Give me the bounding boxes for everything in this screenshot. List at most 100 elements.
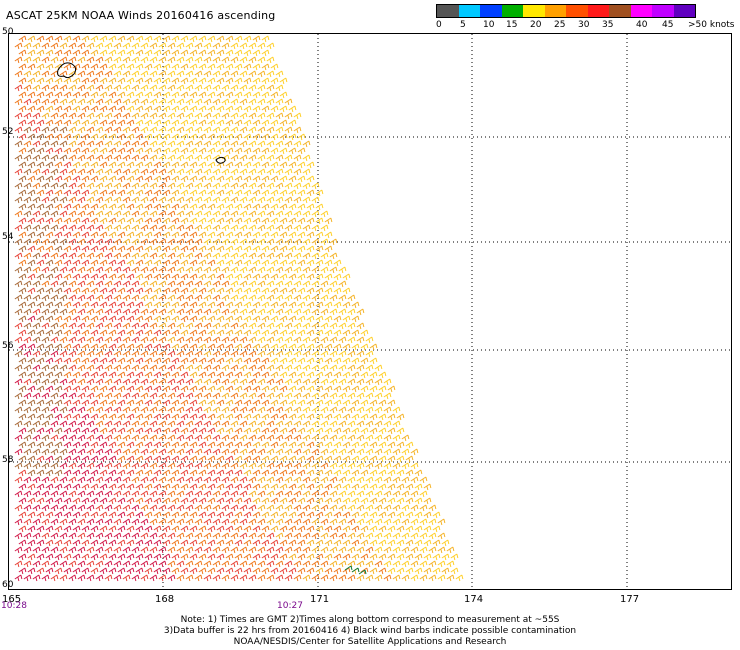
wind-barb <box>180 287 189 295</box>
wind-barb <box>351 441 360 449</box>
wind-barb <box>144 399 153 407</box>
wind-barb <box>32 448 41 456</box>
wind-barb <box>396 441 405 449</box>
wind-barb <box>81 189 90 197</box>
wind-barb <box>68 308 77 316</box>
wind-barb <box>320 560 329 568</box>
wind-barb <box>369 371 378 379</box>
wind-barb <box>59 448 68 456</box>
wind-barb <box>365 392 374 400</box>
wind-barb <box>54 399 63 407</box>
wind-barb <box>153 287 162 295</box>
wind-barb <box>333 567 342 575</box>
wind-barb <box>324 567 333 575</box>
wind-barb <box>140 238 149 246</box>
wind-barb <box>95 350 104 358</box>
wind-barb <box>176 532 185 540</box>
wind-barb <box>311 266 320 274</box>
wind-barb <box>86 392 95 400</box>
wind-barb <box>248 168 257 176</box>
wind-barb <box>275 294 284 302</box>
wind-barb <box>333 553 342 561</box>
wind-barb <box>86 56 95 64</box>
wind-barb <box>306 161 315 169</box>
wind-barb <box>270 231 279 239</box>
wind-barb <box>14 336 23 344</box>
wind-barb <box>221 406 230 414</box>
wind-barb <box>329 518 338 526</box>
wind-barb <box>167 308 176 316</box>
wind-barb <box>252 91 261 99</box>
wind-barb <box>68 322 77 330</box>
wind-barb <box>252 119 261 127</box>
wind-barb <box>126 413 135 421</box>
wind-barb <box>207 49 216 57</box>
wind-barb <box>198 63 207 71</box>
wind-barb <box>315 567 324 575</box>
wind-barb <box>333 385 342 393</box>
colorbar-label: 45 <box>662 20 674 30</box>
wind-barb <box>288 483 297 491</box>
wind-barb <box>113 560 122 568</box>
wind-barb <box>212 224 221 232</box>
wind-barb <box>99 119 108 127</box>
wind-barb <box>275 532 284 540</box>
wind-barb <box>275 98 284 106</box>
wind-barb <box>180 175 189 183</box>
wind-barb <box>216 553 225 561</box>
wind-barb <box>365 504 374 512</box>
wind-barb <box>225 497 234 505</box>
wind-barb <box>117 287 126 295</box>
wind-barb <box>387 399 396 407</box>
wind-barb <box>293 490 302 498</box>
wind-barb <box>126 539 135 547</box>
wind-barb <box>45 567 54 575</box>
wind-barb <box>18 315 27 323</box>
wind-barb <box>45 203 54 211</box>
wind-barb <box>194 154 203 162</box>
wind-barb <box>54 105 63 113</box>
wind-barb <box>410 448 419 456</box>
wind-barb <box>266 252 275 260</box>
wind-barb <box>180 49 189 57</box>
wind-barb <box>234 399 243 407</box>
wind-barb <box>347 490 356 498</box>
wind-barb <box>239 336 248 344</box>
wind-barb <box>63 483 72 491</box>
wind-barb <box>275 518 284 526</box>
wind-barb <box>117 259 126 267</box>
wind-barb <box>117 497 126 505</box>
wind-barb <box>360 539 369 547</box>
wind-barb <box>279 371 288 379</box>
wind-barb <box>356 448 365 456</box>
wind-barb <box>293 448 302 456</box>
wind-barb <box>63 315 72 323</box>
island-outline <box>215 156 226 164</box>
wind-barb <box>95 210 104 218</box>
wind-barb <box>104 490 113 498</box>
wind-barb <box>419 532 428 540</box>
wind-barb <box>405 497 414 505</box>
wind-barb <box>396 525 405 533</box>
wind-barb <box>41 84 50 92</box>
wind-barb <box>23 154 32 162</box>
wind-barb <box>315 245 324 253</box>
wind-barb <box>113 70 122 78</box>
wind-barb <box>338 406 347 414</box>
wind-barb <box>315 357 324 365</box>
wind-barb <box>297 511 306 519</box>
wind-barb <box>293 364 302 372</box>
wind-barb <box>293 224 302 232</box>
wind-barb <box>207 329 216 337</box>
wind-barb <box>374 364 383 372</box>
wind-barb <box>257 308 266 316</box>
wind-barb <box>104 546 113 554</box>
wind-barb <box>50 196 59 204</box>
wind-barb <box>320 294 329 302</box>
wind-barb <box>45 35 54 43</box>
wind-barb <box>104 322 113 330</box>
wind-barb <box>320 434 329 442</box>
wind-barb <box>311 294 320 302</box>
wind-barb <box>32 392 41 400</box>
